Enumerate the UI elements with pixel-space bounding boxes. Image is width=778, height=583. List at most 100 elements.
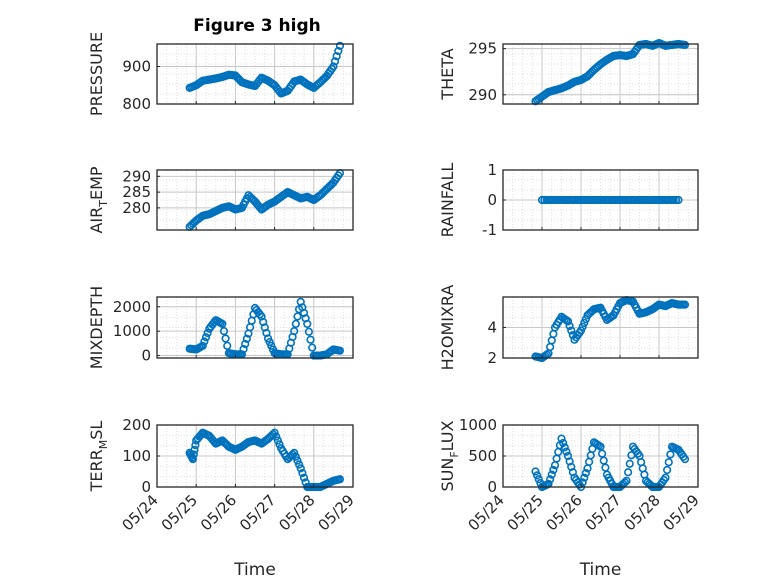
y-tick-label: 0 (141, 478, 151, 496)
y-axis-label: PRESSURE (87, 32, 106, 116)
data-point (576, 326, 586, 335)
data-point (664, 458, 673, 467)
x-axis-label: Time (579, 560, 622, 580)
data-point (290, 327, 299, 336)
data-point (190, 445, 199, 454)
data-point (290, 448, 299, 458)
data-point (557, 434, 566, 443)
data-point (559, 438, 568, 448)
data-point (201, 333, 211, 342)
data-point (533, 471, 542, 480)
data-point (223, 341, 232, 350)
data-point (562, 447, 571, 456)
data-point (308, 343, 317, 352)
data-point (534, 475, 543, 484)
y-tick-label: -1 (482, 221, 497, 239)
y-tick-label: 4 (487, 319, 497, 337)
data-point (669, 195, 678, 205)
data-point (663, 465, 672, 475)
y-axis-label: RAINFALL (438, 163, 457, 238)
data-point (303, 319, 312, 328)
data-point (241, 339, 250, 349)
y-axis-label: AIRTEMP (87, 166, 110, 233)
y-tick-label: 100 (122, 447, 151, 465)
y-tick-label: 285 (122, 183, 151, 201)
y-tick-label: 1000 (459, 416, 497, 434)
subplot-7: 0 100 200 TERRMSL 05/2405/2505/2605/2705/280… (87, 416, 358, 580)
data-point (335, 41, 345, 50)
data-point (335, 475, 345, 484)
data-point (329, 62, 338, 71)
y-tick-label: 2 (487, 349, 497, 367)
data-point (563, 317, 573, 326)
data-point (291, 319, 300, 328)
data-point (546, 475, 555, 484)
data-point (624, 468, 633, 477)
data-point (580, 318, 589, 328)
x-tick-label: 05/29 (660, 491, 703, 534)
data-point (242, 334, 251, 343)
subplot-5: 0 1000 2000 MIXDEPTH (87, 286, 354, 369)
data-point (625, 459, 634, 468)
data-point (293, 312, 302, 321)
y-tick-label: 900 (122, 58, 151, 76)
x-tick-label: 05/24 (465, 491, 508, 534)
data-point (549, 465, 558, 475)
data-point (293, 456, 302, 465)
figure-title: Figure 3 high (193, 16, 321, 36)
y-axis-label: TERRMSL (87, 421, 110, 493)
data-point (565, 321, 574, 331)
y-tick-label: 280 (122, 199, 151, 217)
data-point (674, 195, 683, 205)
data-point (198, 341, 207, 350)
data-point (622, 476, 631, 485)
y-tick-label: 0 (141, 347, 151, 365)
y-axis-label: MIXDEPTH (87, 286, 106, 369)
y-tick-label: 290 (468, 86, 497, 104)
data-point (666, 450, 675, 459)
subplot-1: 800 900 PRESSURE (87, 32, 354, 116)
data-point (578, 478, 587, 487)
data-point (219, 327, 229, 336)
data-point (330, 57, 340, 66)
x-tick-label: 05/28 (275, 491, 318, 534)
data-point (560, 443, 569, 452)
y-tick-label: 1 (487, 161, 497, 179)
data-point (295, 460, 304, 469)
data-point (531, 467, 540, 476)
data-point (304, 327, 314, 336)
data-point (296, 464, 305, 473)
data-point (335, 346, 345, 355)
subplot-4: -1 0 1 RAINFALL (438, 161, 699, 239)
data-point (620, 478, 629, 487)
subplot-8: 0 500 1000SUNFLUX05/2405/2505/2605/2705/28… (438, 416, 703, 580)
data-point (299, 473, 309, 482)
y-tick-label: 0 (487, 478, 497, 496)
data-point (273, 436, 282, 445)
axes-box (156, 296, 354, 359)
axes-box (156, 43, 354, 105)
x-tick-label: 05/24 (119, 491, 162, 534)
y-tick-label: 2000 (113, 298, 151, 316)
y-axis-label: H2OMIXRA (438, 285, 457, 371)
x-tick-label: 05/25 (158, 491, 201, 534)
data-point (332, 52, 341, 61)
y-tick-label: 295 (468, 40, 497, 58)
data-point (218, 319, 227, 328)
subplot-2: 290 295 THETA (438, 38, 699, 106)
x-tick-label: 05/26 (543, 491, 586, 534)
y-tick-label: 0 (487, 191, 497, 209)
data-point (580, 473, 589, 482)
y-tick-label: 290 (122, 167, 151, 185)
data-point (680, 300, 690, 309)
data-point (191, 441, 200, 450)
data-point (298, 468, 307, 478)
data-point (203, 328, 212, 338)
x-axis-label: Time (233, 560, 276, 580)
data-point (306, 335, 315, 344)
x-tick-label: 05/25 (504, 491, 547, 534)
data-point (334, 46, 343, 56)
data-point (275, 440, 284, 449)
